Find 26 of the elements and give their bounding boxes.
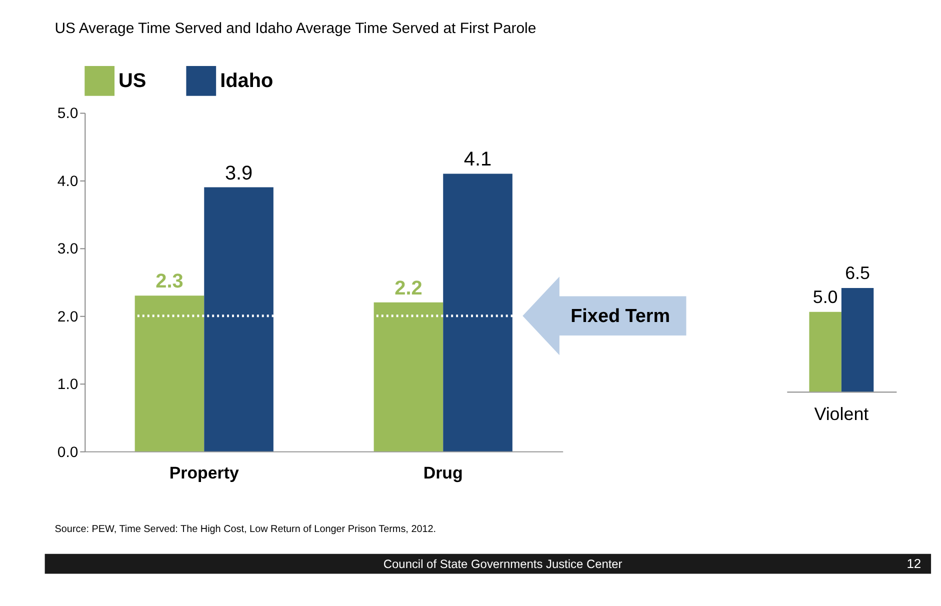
chart-title: US Average Time Served and Idaho Average Time Served at First Parole [54,20,536,38]
data-label: 3.9 [224,162,253,184]
y-tick-label: 4.0 [57,172,78,190]
bar [374,302,444,452]
ref-line-label: Fixed Term [570,306,670,327]
x-tick-label: Violent [814,404,869,424]
text: 12 [906,556,922,571]
legend-label: Idaho [220,70,274,92]
data-label: 2.3 [156,270,184,293]
text: Council of State Governments Justice Center [383,556,622,571]
source-note: Source: PEW, Time Served: The High Cost, Low Return of Longer Prison Terms, 2012. [54,524,436,535]
data-label: 5.0 [812,286,838,307]
y-tick-label: 5.0 [57,105,78,122]
y-tick-label: 1.0 [57,376,78,394]
x-tick-label: Property [169,464,240,483]
data-label: 6.5 [845,263,870,284]
y-tick-label: 2.0 [57,308,78,326]
bar [134,296,204,452]
bar [204,187,274,452]
data-label: 4.1 [464,148,492,171]
data-label: 2.2 [394,277,422,300]
legend-label: US [118,70,146,92]
y-tick-label: 3.0 [57,240,78,258]
bar [443,174,512,452]
y-tick-label: 0.0 [57,444,78,461]
x-tick-label: Drug [423,464,463,483]
